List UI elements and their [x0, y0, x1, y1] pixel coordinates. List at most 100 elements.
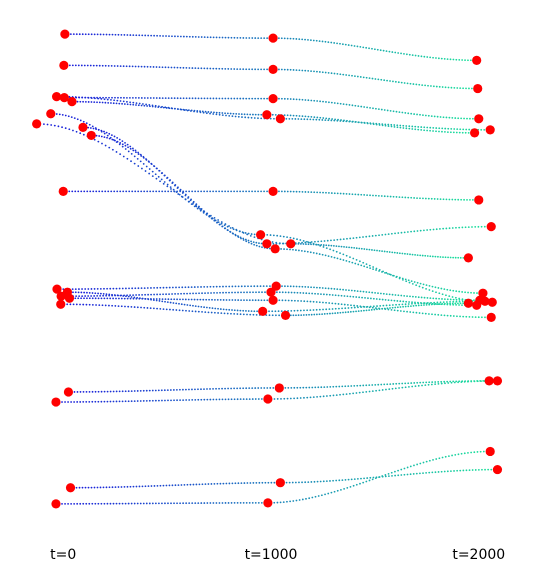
trail-dot: [98, 135, 101, 137]
trail-dot: [210, 483, 213, 485]
trail-dot: [70, 116, 73, 119]
trail-dot: [332, 394, 335, 397]
trail-dot: [137, 151, 140, 154]
trail-dot: [390, 232, 393, 235]
trail-dot: [249, 234, 252, 237]
trail-dot: [127, 146, 129, 149]
trail-dot: [421, 84, 424, 86]
trail-dot: [292, 248, 294, 251]
trail-dot: [164, 190, 167, 193]
trail-dot: [369, 106, 371, 109]
trail-dot: [228, 299, 231, 301]
trail-dot: [392, 195, 395, 198]
trail-dot: [162, 286, 165, 289]
trail-dot: [244, 232, 247, 234]
trail-dot: [182, 191, 185, 194]
trail-dot: [381, 475, 384, 477]
trail-dot: [362, 76, 365, 79]
trail-dot: [384, 298, 387, 301]
trail-dot: [457, 256, 460, 259]
trail-dot: [119, 100, 122, 102]
trail-dot: [156, 286, 159, 289]
trail-dot: [416, 281, 419, 284]
trail-dot: [320, 386, 323, 389]
trail-dot: [140, 104, 143, 107]
trail-dot: [257, 37, 260, 39]
trail-dot: [386, 307, 389, 310]
trail-dot: [315, 243, 318, 246]
trail-dot: [269, 285, 271, 288]
trail-dot: [302, 239, 305, 242]
trail-dot: [119, 65, 122, 68]
trail-dot: [150, 163, 153, 166]
trail-dot: [476, 451, 479, 453]
trail-dot: [121, 502, 124, 505]
trail-dot: [280, 68, 283, 71]
trail-dot: [221, 97, 224, 100]
trail-dot: [378, 234, 380, 237]
trail-dot: [424, 254, 427, 257]
trail-dot: [324, 493, 326, 496]
trail-dot: [311, 496, 314, 499]
trajectory-10-marker-1: [86, 130, 96, 141]
trail-dot: [390, 273, 392, 276]
trail-dot: [131, 147, 134, 150]
trail-dot: [358, 260, 361, 263]
trail-dot: [126, 294, 129, 297]
trail-dot: [252, 482, 255, 484]
trail-dot: [450, 127, 453, 130]
trail-dot: [263, 68, 266, 71]
trail-dot: [365, 306, 368, 308]
trail-dot: [368, 306, 371, 309]
trail-dot: [100, 297, 103, 300]
trail-dot: [423, 296, 426, 299]
trail-dot: [174, 484, 177, 487]
trail-dot: [162, 484, 165, 487]
trail-dot: [180, 484, 183, 486]
trail-dot: [91, 390, 94, 393]
trail-dot: [75, 295, 78, 298]
trail-dot: [457, 453, 460, 456]
trail-dot: [92, 64, 95, 67]
trail-dot: [166, 185, 169, 188]
trail-dot: [166, 183, 169, 186]
trail-dot: [233, 387, 236, 390]
trail-dot: [250, 233, 253, 235]
trail-dot: [89, 190, 92, 193]
trajectory-7-trail: [49, 112, 490, 304]
trail-dot: [182, 388, 184, 391]
trail-dot: [103, 502, 106, 505]
trail-dot: [111, 96, 113, 99]
trail-dot: [355, 247, 358, 250]
trail-dot: [359, 384, 362, 387]
trail-dot: [318, 118, 321, 121]
trail-dot: [386, 195, 389, 198]
trail-dot: [341, 479, 344, 481]
trail-dot: [255, 481, 258, 484]
trail-dot: [452, 298, 455, 301]
trail-dot: [388, 251, 391, 253]
trail-dot: [341, 385, 344, 388]
trail-dot: [133, 502, 136, 505]
trail-dot: [375, 267, 378, 270]
trail-dot: [119, 294, 122, 297]
trail-dot: [112, 502, 115, 505]
trail-dot: [136, 390, 139, 392]
trail-dot: [202, 111, 205, 114]
trail-dot: [87, 486, 90, 489]
trail-dot: [413, 113, 416, 115]
trail-dot: [95, 304, 97, 306]
trail-dot: [305, 292, 308, 295]
trail-dot: [377, 292, 379, 295]
trail-dot: [160, 178, 163, 181]
trail-dot: [258, 291, 260, 294]
trail-dot: [143, 104, 146, 107]
trail-dot: [170, 190, 173, 193]
trail-dot: [80, 64, 83, 67]
trail-dot: [254, 190, 256, 193]
trail-dot: [148, 389, 151, 392]
trail-dot: [401, 277, 404, 280]
trail-dot: [366, 122, 369, 124]
trail-dot: [254, 68, 257, 71]
trail-dot: [257, 190, 259, 193]
